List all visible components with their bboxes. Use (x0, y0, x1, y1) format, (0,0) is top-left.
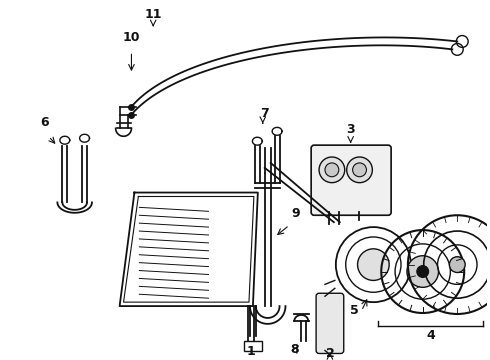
Text: 6: 6 (41, 116, 49, 129)
Bar (244, 341, 262, 351)
Text: 10: 10 (122, 31, 140, 45)
Circle shape (353, 163, 367, 177)
Text: 9: 9 (292, 207, 300, 220)
Circle shape (417, 266, 429, 278)
Circle shape (358, 249, 389, 280)
Text: 11: 11 (145, 8, 162, 21)
FancyBboxPatch shape (311, 145, 391, 215)
Text: 8: 8 (290, 343, 299, 356)
Text: 3: 3 (346, 123, 355, 136)
Circle shape (449, 257, 465, 273)
Text: 1: 1 (246, 346, 255, 359)
Text: 2: 2 (325, 347, 334, 360)
Circle shape (319, 157, 345, 183)
FancyBboxPatch shape (316, 293, 344, 354)
Text: 7: 7 (260, 107, 269, 120)
Circle shape (347, 157, 372, 183)
Circle shape (407, 256, 439, 287)
Text: 4: 4 (426, 329, 435, 342)
Text: 5: 5 (350, 304, 359, 317)
Circle shape (325, 163, 339, 177)
